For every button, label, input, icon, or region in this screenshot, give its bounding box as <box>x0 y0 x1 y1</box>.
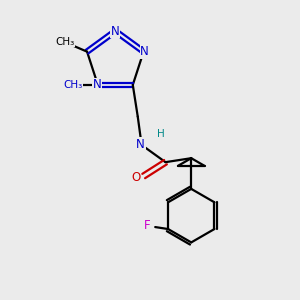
Text: F: F <box>144 219 151 232</box>
Text: N: N <box>136 138 145 151</box>
Text: CH₃: CH₃ <box>56 37 75 47</box>
Text: CH₃: CH₃ <box>64 80 83 90</box>
Text: N: N <box>111 25 120 38</box>
Text: H: H <box>157 129 164 140</box>
Text: N: N <box>92 78 101 92</box>
Text: N: N <box>140 45 149 58</box>
Text: O: O <box>131 170 140 184</box>
